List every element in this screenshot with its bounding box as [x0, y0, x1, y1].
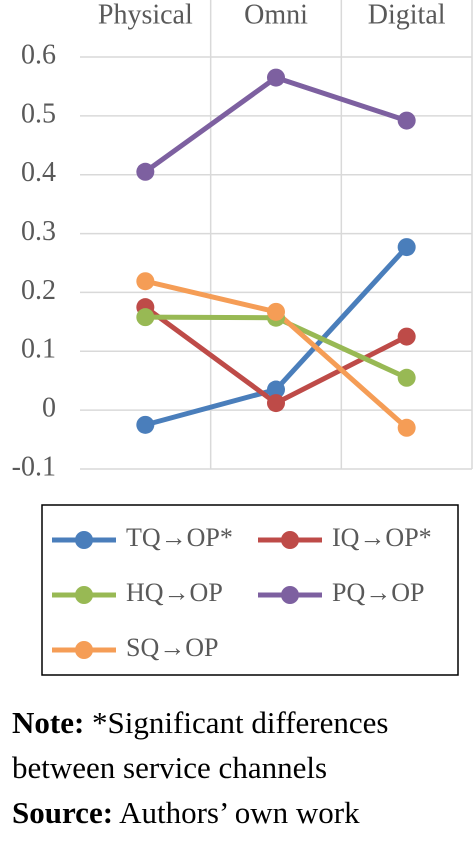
point — [397, 368, 416, 387]
point — [267, 380, 285, 399]
series-line — [143, 75, 408, 174]
y-tick-label: 0.2 — [21, 275, 56, 306]
point — [397, 418, 416, 437]
source: Source: Authors’ own work — [12, 790, 472, 835]
y-tick-label: 0.5 — [21, 98, 56, 129]
point — [136, 415, 155, 434]
x-tick-label: Physical — [98, 0, 193, 30]
point — [267, 68, 285, 87]
notes: Note: *Significant differences between s… — [12, 700, 472, 835]
source-text: Authors’ own work — [119, 795, 360, 830]
legend-label: HQ→OP — [126, 578, 223, 607]
y-tick-label: 0 — [42, 393, 56, 424]
legend-box — [41, 504, 459, 676]
note-text: *Significant differences between service… — [12, 705, 389, 785]
legend-label: PQ→OP — [332, 578, 424, 607]
y-tick-label: 0.1 — [21, 334, 56, 365]
point — [267, 394, 285, 413]
legend-marker — [75, 531, 93, 549]
point — [267, 302, 285, 321]
legend-label: IQ→OP* — [332, 523, 432, 552]
source-label: Source: — [12, 795, 114, 830]
legend-label: TQ→OP* — [126, 523, 233, 552]
y-tick-label: 0.4 — [21, 157, 56, 188]
point — [136, 308, 155, 327]
x-tick-label: Digital — [368, 0, 446, 30]
legend-marker — [75, 586, 93, 604]
y-tick-label: 0.6 — [21, 39, 56, 70]
point — [397, 111, 416, 130]
legend-label: SQ→OP — [126, 633, 218, 662]
y-tick-label: -0.1 — [12, 451, 56, 482]
chart: -0.1 0 0.1 0.2 0.3 0.4 0.5 0.6 Physical Omni Digit… — [12, 0, 473, 676]
point — [136, 162, 155, 181]
y-tick-label: 0.3 — [21, 216, 56, 247]
legend-marker — [281, 531, 299, 549]
note-label: Note: — [12, 705, 85, 740]
x-tick-label: Omni — [244, 0, 308, 30]
point — [397, 238, 416, 257]
note: Note: *Significant differences between s… — [12, 700, 472, 790]
legend-marker — [281, 586, 299, 604]
point — [397, 327, 416, 346]
legend-marker — [75, 641, 93, 659]
point — [136, 272, 155, 291]
